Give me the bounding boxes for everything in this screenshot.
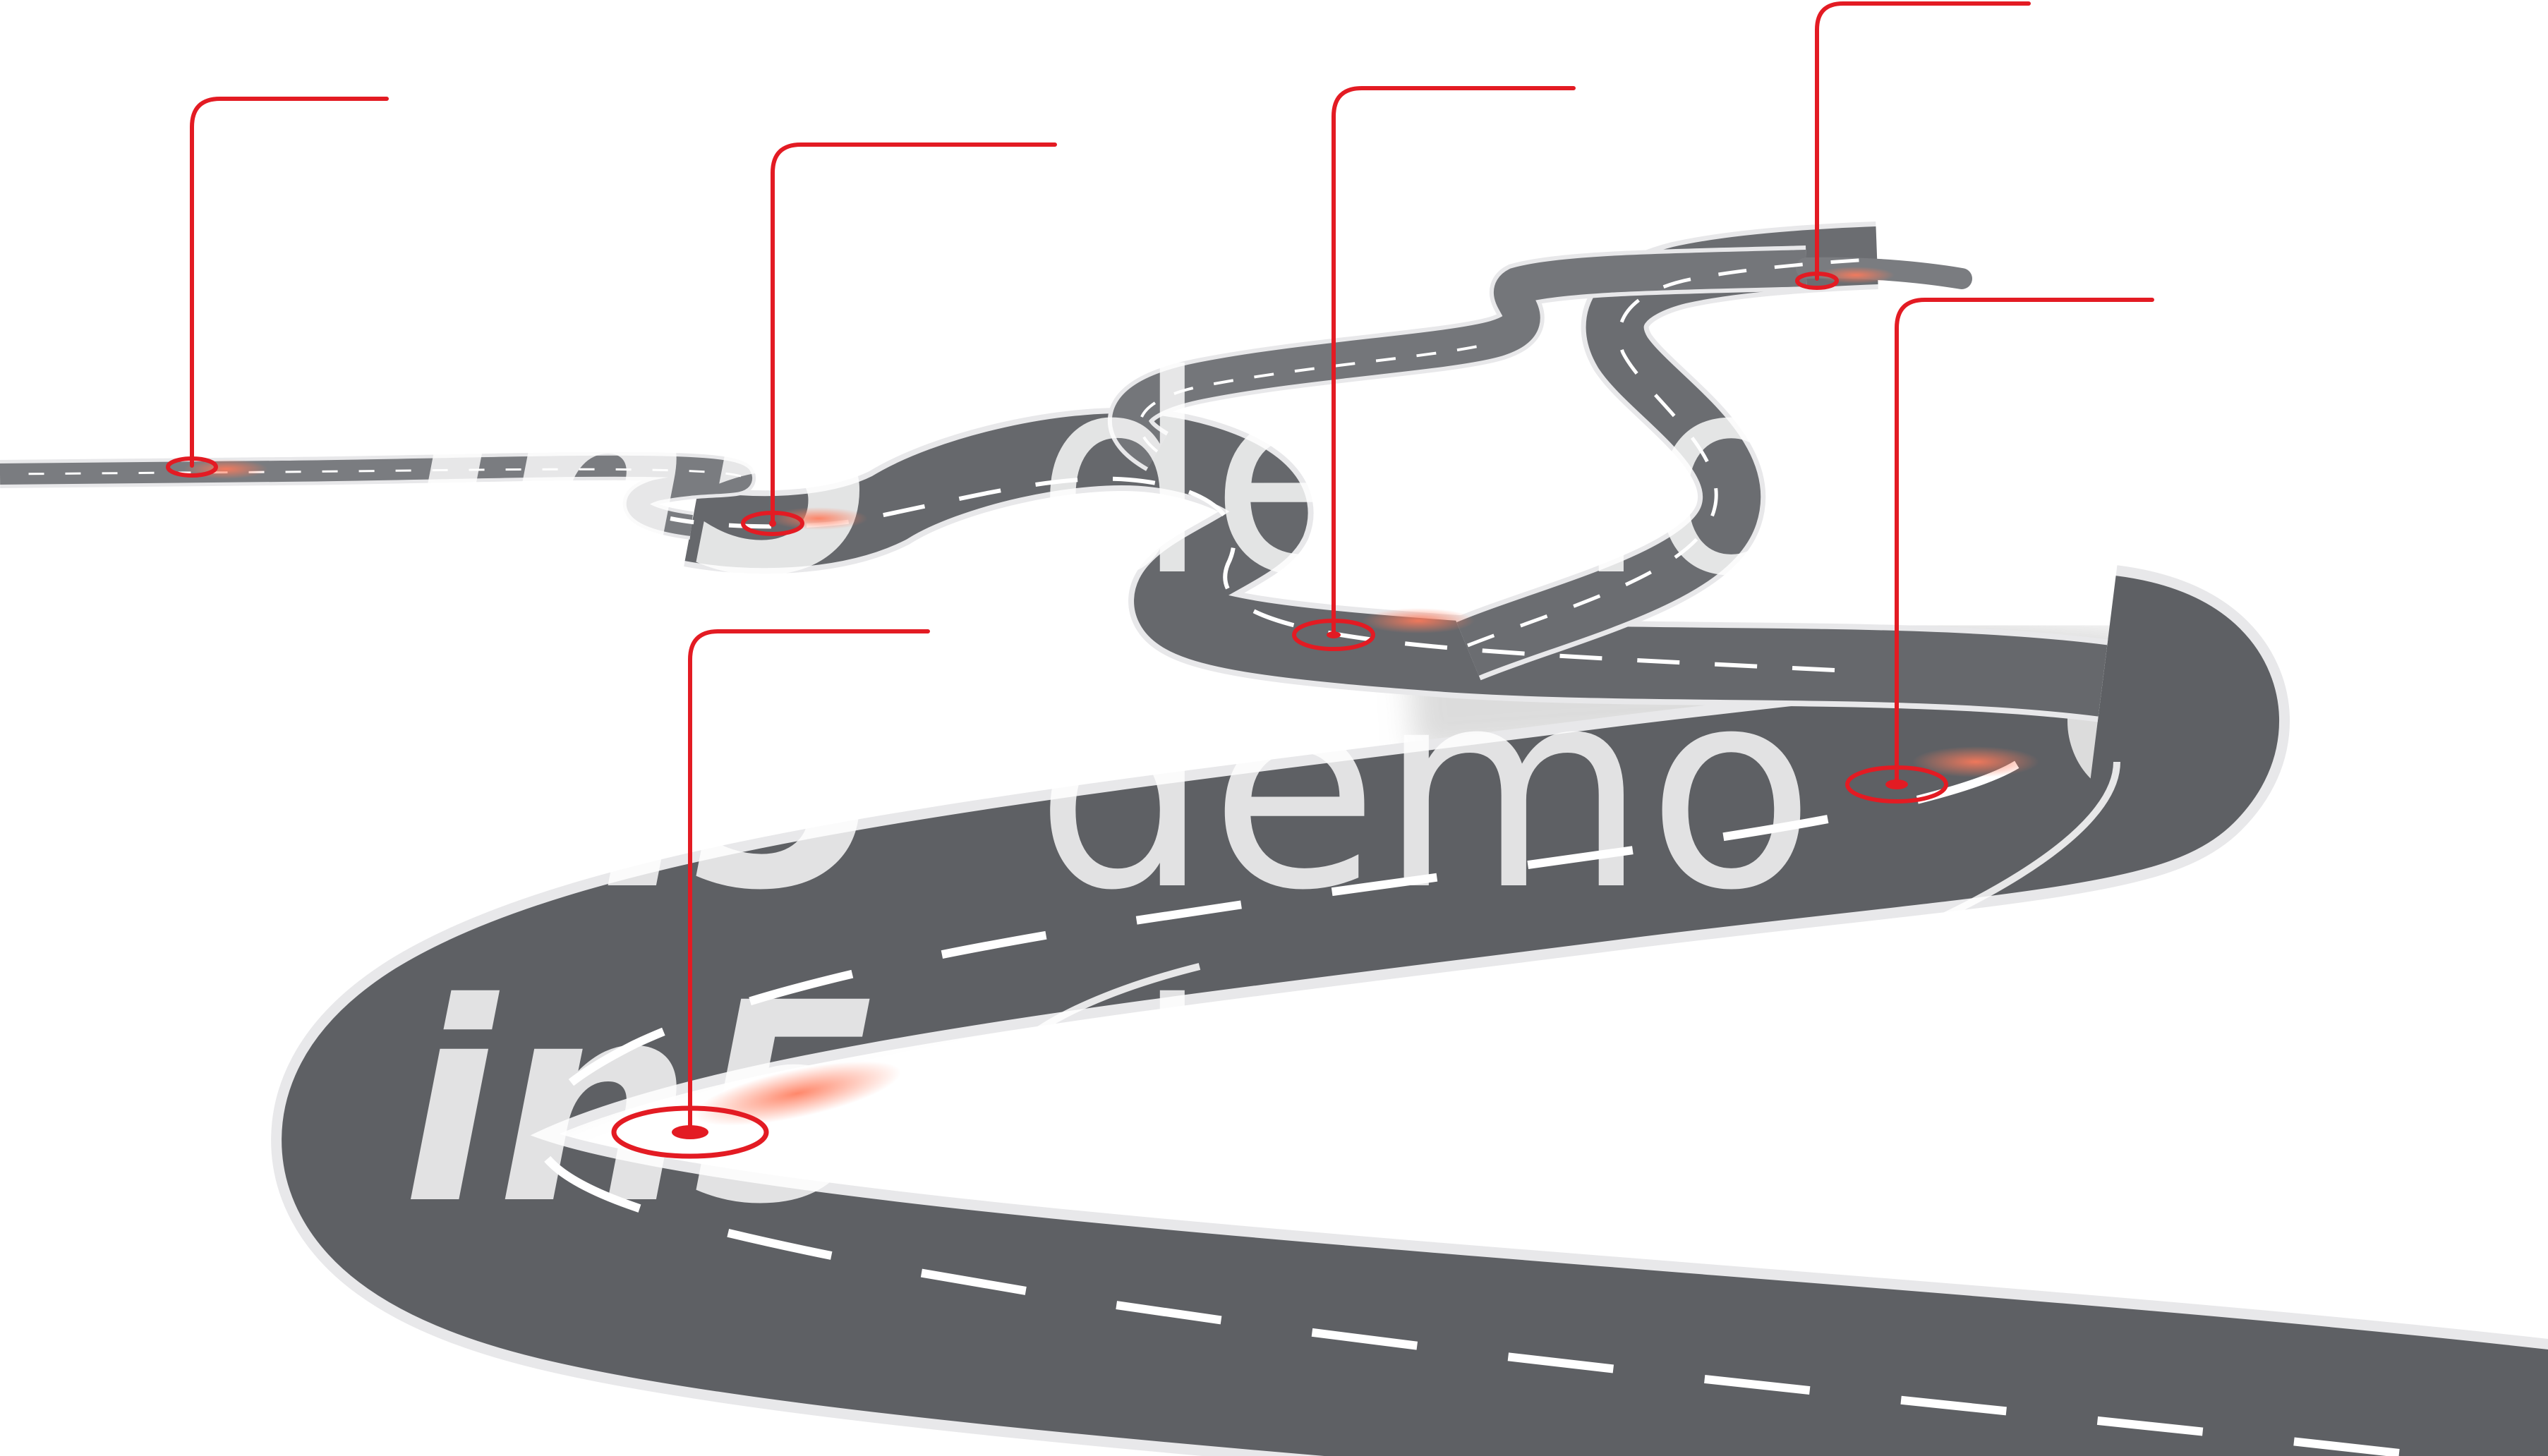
marker-dot	[1885, 779, 1908, 789]
location-pin-icon	[1292, 619, 1375, 651]
road-asphalt-left-tail	[0, 455, 753, 536]
watermark-word: demo	[1035, 944, 1816, 1264]
marker-glow	[769, 507, 868, 530]
lane-marking-near	[532, 733, 2400, 1456]
road-far-tip	[1796, 257, 1972, 289]
lane-marking-snake	[1467, 257, 1871, 648]
watermark-word: demo	[1035, 316, 1816, 636]
road-asphalt-upper-loop	[1112, 250, 1807, 468]
watermark-brand: in5	[402, 630, 884, 950]
marker-dot	[769, 520, 776, 527]
leader-line	[771, 142, 1057, 524]
watermark-line-1: in5 demo	[402, 316, 1816, 636]
location-pin-icon	[611, 1105, 769, 1159]
milestone-3[interactable]	[1292, 86, 1576, 651]
milestone-1[interactable]	[166, 97, 389, 479]
leader-line	[190, 97, 389, 468]
road-inner-edge-near	[993, 761, 2120, 1124]
lane-marking-left-tail	[13, 468, 742, 478]
watermark-brand: in5	[402, 316, 884, 636]
milestone-5[interactable]	[1845, 298, 2154, 803]
watermark-line-2: in5 demo	[402, 630, 1816, 950]
watermark: in5 demo in5 demo in5 demo	[402, 316, 1816, 1264]
leader-line	[688, 629, 930, 1131]
marker-glow	[694, 1061, 901, 1126]
marker-glow	[1362, 608, 1475, 633]
location-pin-icon	[741, 511, 804, 536]
milestones	[166, 1, 2154, 1159]
location-pin-icon	[1795, 272, 1839, 290]
watermark-line-3: in5 demo	[402, 944, 1816, 1264]
location-pin-icon	[1845, 765, 1948, 803]
marker-glow	[1912, 746, 2039, 777]
location-pin-icon	[166, 456, 218, 478]
milestone-2[interactable]	[741, 142, 1057, 536]
milestone-4[interactable]	[1795, 1, 2031, 290]
leader-line	[1332, 86, 1576, 633]
milestone-6[interactable]	[611, 629, 930, 1159]
watermark-word: demo	[1035, 630, 1816, 950]
marker-dot	[672, 1125, 708, 1139]
road-asphalt-near	[282, 576, 2548, 1456]
winding-road	[0, 222, 2548, 1456]
marker-dot	[1327, 631, 1341, 638]
leader-line	[1815, 1, 2031, 281]
leader-line	[1895, 298, 2154, 785]
